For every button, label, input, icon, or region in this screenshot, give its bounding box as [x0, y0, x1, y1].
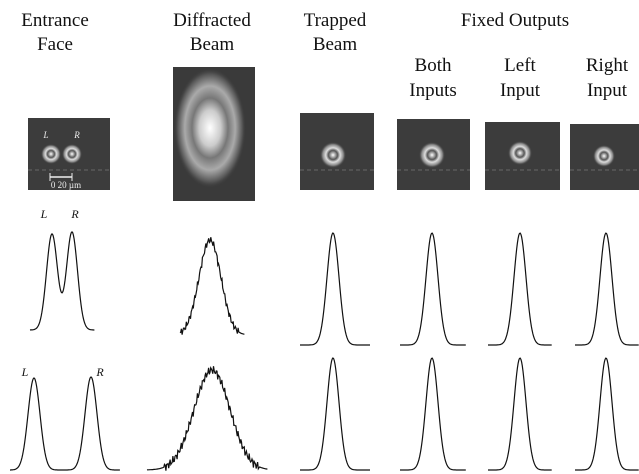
figure: Entrance Face Diffracted Beam Trapped Be… [0, 0, 639, 474]
header: Both [415, 55, 452, 76]
header: Input [500, 80, 541, 101]
intensity-profile [10, 377, 120, 470]
intensity-profile [147, 366, 267, 471]
curve-label: L [21, 365, 29, 379]
intensity-profile [575, 358, 639, 470]
image-label: L [42, 130, 48, 140]
scale-label: 0 20 µm [51, 180, 81, 190]
image-label: R [73, 130, 80, 140]
header: Right [586, 55, 629, 76]
header: Inputs [409, 80, 457, 101]
group-header: Fixed Outputs [461, 10, 569, 31]
header: Beam [190, 34, 235, 55]
curve-label: R [95, 365, 104, 379]
intensity-profile [30, 232, 94, 330]
beam-image [397, 119, 470, 190]
intensity-profile [400, 233, 466, 345]
beam-image [570, 124, 639, 190]
intensity-profile [488, 233, 552, 345]
intensity-profile [300, 233, 370, 345]
intensity-profile [300, 358, 370, 470]
curve-label: R [70, 207, 79, 221]
header: Diffracted [173, 10, 251, 31]
header: Trapped [304, 10, 367, 31]
header: Left [504, 55, 536, 76]
beam-image [173, 67, 255, 201]
intensity-profile [488, 358, 552, 470]
header: Face [37, 34, 73, 55]
beam-image [485, 122, 560, 190]
intensity-profile [575, 233, 639, 345]
curve-label: L [40, 207, 48, 221]
beam-image [300, 113, 374, 190]
intensity-profile [180, 237, 244, 335]
header: Input [587, 80, 628, 101]
header: Entrance [21, 10, 89, 31]
intensity-profile [400, 358, 466, 470]
header: Beam [313, 34, 358, 55]
